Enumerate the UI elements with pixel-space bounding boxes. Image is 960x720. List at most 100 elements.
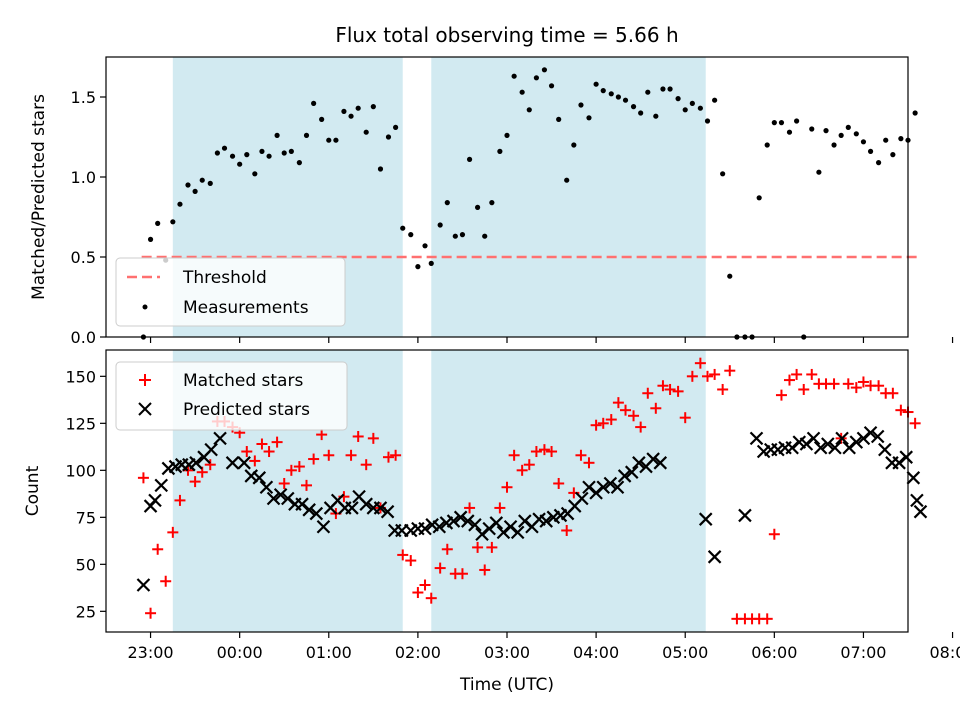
measurement-point bbox=[377, 166, 384, 172]
top-legend-box bbox=[115, 257, 346, 327]
matched-point bbox=[360, 459, 372, 471]
measurement-point bbox=[593, 81, 599, 87]
predicted-point bbox=[244, 469, 259, 483]
measurement-point bbox=[259, 148, 265, 154]
measurement-point bbox=[771, 120, 777, 126]
matched-point bbox=[367, 432, 379, 444]
predicted-point bbox=[707, 550, 722, 564]
matched-point bbox=[278, 477, 290, 489]
matched-point bbox=[635, 421, 647, 433]
matched-point bbox=[352, 430, 364, 442]
measurement-point bbox=[720, 171, 726, 177]
matched-point bbox=[419, 579, 431, 591]
predicted-point bbox=[906, 471, 921, 485]
measurement-point bbox=[274, 132, 280, 138]
predicted-point bbox=[806, 431, 821, 446]
predicted-point bbox=[878, 442, 892, 457]
predicted-point bbox=[266, 491, 281, 506]
measurement-point bbox=[185, 182, 191, 188]
matched-point bbox=[657, 380, 669, 392]
predicted-point bbox=[510, 525, 525, 540]
legend-measurements-swatch bbox=[142, 304, 148, 310]
predicted-point bbox=[738, 508, 752, 523]
measurement-point bbox=[296, 160, 302, 166]
y-tick-label: 100 bbox=[65, 461, 96, 480]
matched-point bbox=[590, 419, 602, 431]
measurement-point bbox=[526, 107, 532, 113]
measurement-point bbox=[466, 156, 473, 162]
matched-point bbox=[316, 429, 328, 441]
x-tick-label: 01:00 bbox=[306, 643, 352, 662]
predicted-point bbox=[899, 450, 913, 464]
measurement-point bbox=[288, 148, 294, 154]
matched-point bbox=[464, 502, 476, 514]
measurement-point bbox=[311, 100, 317, 106]
matched-point bbox=[642, 387, 654, 399]
matched-point bbox=[397, 549, 409, 561]
matched-point bbox=[486, 541, 498, 553]
predicted-point bbox=[624, 465, 639, 479]
predicted-point bbox=[603, 476, 618, 491]
measurement-point bbox=[348, 113, 354, 119]
matched-point bbox=[293, 461, 305, 473]
measurement-point bbox=[786, 129, 793, 135]
measurement-point bbox=[519, 89, 525, 95]
matched-point bbox=[425, 592, 437, 604]
matched-point bbox=[887, 387, 899, 399]
measurement-point bbox=[823, 128, 829, 134]
measurement-point bbox=[177, 201, 183, 207]
legend-predicted-swatch bbox=[138, 402, 152, 416]
y-tick-label: 1.5 bbox=[71, 88, 96, 107]
legend-matched-swatch bbox=[139, 374, 151, 386]
measurement-point bbox=[497, 148, 503, 154]
predicted-point bbox=[380, 504, 395, 519]
legend-measurements-label: Measurements bbox=[183, 298, 309, 318]
predicted-point bbox=[653, 456, 668, 470]
measurement-point bbox=[764, 142, 770, 148]
matched-point bbox=[256, 438, 268, 450]
measurement-point bbox=[400, 225, 406, 231]
matched-point bbox=[263, 446, 275, 458]
predicted-point bbox=[359, 497, 373, 511]
measurement-point bbox=[556, 116, 562, 122]
predicted-point bbox=[617, 469, 632, 483]
predicted-point bbox=[910, 493, 924, 508]
matched-point bbox=[842, 378, 854, 390]
predicted-point bbox=[610, 480, 625, 495]
measurement-point bbox=[244, 152, 250, 158]
matched-point bbox=[686, 370, 698, 382]
measurement-point bbox=[370, 104, 376, 110]
measurement-point bbox=[281, 150, 287, 156]
matched-point bbox=[791, 368, 803, 380]
measurement-point bbox=[319, 116, 325, 122]
measurement-point bbox=[504, 132, 510, 138]
measurement-point bbox=[675, 96, 681, 102]
predicted-point bbox=[418, 521, 432, 536]
chart-title: Flux total observing time = 5.66 h bbox=[335, 23, 678, 47]
matched-point bbox=[494, 502, 506, 514]
bottom-predicted-points bbox=[136, 425, 928, 592]
measurement-point bbox=[615, 94, 621, 100]
matched-point bbox=[516, 464, 528, 476]
measurement-point bbox=[408, 232, 414, 238]
measurement-point bbox=[727, 273, 733, 279]
measurement-point bbox=[653, 113, 659, 119]
measurement-point bbox=[898, 136, 904, 142]
matched-point bbox=[501, 481, 513, 493]
matched-point bbox=[390, 449, 402, 461]
matched-point bbox=[702, 370, 713, 382]
predicted-point bbox=[136, 578, 151, 592]
measurement-point bbox=[586, 115, 592, 121]
measurement-point bbox=[303, 132, 310, 138]
x-tick-label: 00:00 bbox=[217, 643, 263, 662]
predicted-point bbox=[453, 510, 468, 525]
measurement-point bbox=[867, 148, 874, 154]
matched-point bbox=[308, 453, 320, 465]
measurement-point bbox=[341, 108, 347, 114]
predicted-point bbox=[821, 437, 835, 451]
measurement-point bbox=[355, 105, 361, 111]
matched-point bbox=[167, 526, 179, 538]
matched-point bbox=[382, 451, 394, 463]
matched-point bbox=[160, 575, 172, 587]
